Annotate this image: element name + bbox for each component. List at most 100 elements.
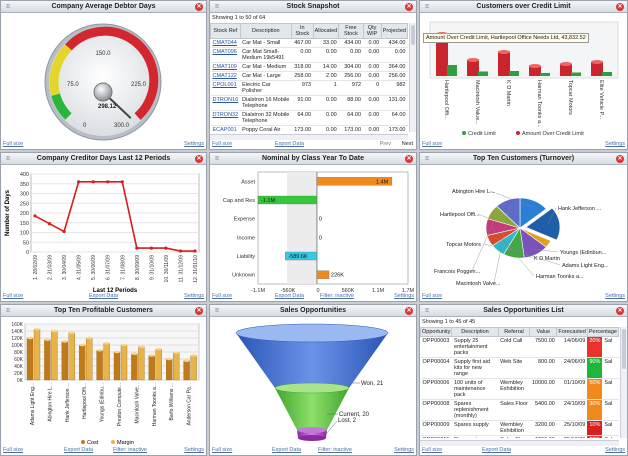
drag-icon[interactable]: ⁝⁝	[425, 308, 429, 314]
stock-ref-link[interactable]: CPOL001	[210, 80, 241, 96]
close-icon[interactable]: ✕	[405, 155, 413, 163]
cost-bar[interactable]	[113, 351, 121, 381]
data-point[interactable]	[47, 222, 52, 226]
settings-link[interactable]: Settings	[394, 293, 414, 299]
data-point[interactable]	[91, 180, 95, 184]
margin-bar[interactable]	[155, 349, 162, 381]
table-row[interactable]: CMAT096 Car Mat Small-Medium 19k5491 0.00 0…	[210, 47, 408, 63]
margin-bar[interactable]	[190, 355, 197, 381]
stock-ref-link[interactable]: CMAT096	[210, 47, 241, 63]
stock-column-header[interactable]: Free Stock	[338, 23, 364, 39]
data-point[interactable]	[106, 180, 110, 184]
full-size-link[interactable]: Full size	[3, 447, 24, 453]
margin-bar[interactable]	[86, 337, 93, 381]
drag-icon[interactable]: ⁝⁝	[6, 4, 10, 10]
funnel-current[interactable]	[275, 388, 349, 430]
stock-ref-link[interactable]: CMAT109	[210, 62, 241, 72]
filter-status[interactable]: Filter: inactive	[320, 293, 354, 299]
data-point[interactable]	[164, 246, 168, 250]
stock-column-header[interactable]: Stock Ref	[210, 23, 241, 39]
full-size-link[interactable]: Full size	[212, 447, 233, 453]
data-point[interactable]	[120, 180, 124, 184]
settings-link[interactable]: Settings	[184, 141, 204, 147]
settings-link[interactable]: Settings	[605, 447, 625, 453]
margin-bar[interactable]	[51, 330, 58, 381]
credit-over-bar[interactable]	[467, 60, 479, 76]
stock-ref-link[interactable]: CMAT122	[210, 71, 241, 81]
cost-bar[interactable]	[131, 353, 138, 381]
export-data-link[interactable]: Export Data	[272, 447, 302, 453]
credit-limit-bar[interactable]	[509, 71, 519, 76]
nominal-bar[interactable]	[316, 270, 330, 279]
close-icon[interactable]: ✕	[195, 155, 203, 163]
drag-icon[interactable]: ⁝⁝	[425, 156, 429, 162]
stock-scrollbar[interactable]	[409, 23, 416, 132]
full-size-link[interactable]: Full size	[422, 447, 443, 453]
export-data-link[interactable]: Export Data	[89, 293, 119, 299]
full-size-link[interactable]: Full size	[422, 141, 443, 147]
table-row[interactable]: OPP00006 100 units of maintenance pack Wem…	[420, 378, 619, 400]
nominal-bar[interactable]	[285, 251, 318, 261]
full-size-link[interactable]: Full size	[422, 293, 443, 299]
credit-over-bar[interactable]	[560, 64, 572, 76]
margin-bar[interactable]	[103, 343, 110, 381]
margin-bar[interactable]	[173, 352, 180, 381]
cost-bar[interactable]	[183, 360, 190, 381]
margin-bar[interactable]	[138, 346, 145, 381]
cost-bar[interactable]	[26, 337, 34, 381]
cost-bar[interactable]	[148, 355, 155, 381]
drag-icon[interactable]: ⁝⁝	[6, 308, 10, 314]
table-row[interactable]: OPP00003 Supply 25 entertainment packs Col…	[420, 336, 619, 358]
export-data-link[interactable]: Export Data	[64, 447, 94, 453]
drag-icon[interactable]: ⁝⁝	[215, 308, 219, 314]
credit-over-bar[interactable]	[529, 66, 541, 76]
margin-bar[interactable]	[68, 332, 75, 381]
data-point[interactable]	[33, 214, 37, 218]
pie-slice[interactable]	[525, 207, 561, 241]
data-point[interactable]	[77, 180, 81, 184]
close-icon[interactable]: ✕	[195, 307, 203, 315]
drag-icon[interactable]: ⁝⁝	[215, 156, 219, 162]
prev-button[interactable]: Prev	[379, 141, 391, 147]
settings-link[interactable]: Settings	[605, 293, 625, 299]
close-icon[interactable]: ✕	[616, 307, 624, 315]
close-icon[interactable]: ✕	[616, 155, 624, 163]
filter-status[interactable]: Filter: inactive	[318, 447, 352, 453]
credit-limit-bar[interactable]	[478, 71, 488, 77]
data-point[interactable]	[193, 249, 197, 253]
settings-link[interactable]: Settings	[605, 141, 625, 147]
full-size-link[interactable]: Full size	[212, 141, 233, 147]
opps-hscrollbar[interactable]	[420, 440, 619, 446]
cost-bar[interactable]	[96, 350, 103, 381]
nominal-bar[interactable]	[257, 195, 318, 205]
settings-link[interactable]: Settings	[394, 447, 414, 453]
full-size-link[interactable]: Full size	[3, 293, 24, 299]
drag-icon[interactable]: ⁝⁝	[215, 4, 219, 10]
export-data-link[interactable]: Export Data	[482, 447, 512, 453]
margin-bar[interactable]	[120, 344, 128, 381]
data-point[interactable]	[62, 229, 66, 234]
credit-over-bar[interactable]	[436, 34, 448, 76]
opps-column-header[interactable]: Referral	[497, 327, 531, 337]
drag-icon[interactable]: ⁝⁝	[425, 4, 429, 10]
nominal-bar[interactable]	[316, 177, 393, 186]
funnel-won[interactable]	[236, 333, 388, 388]
cost-bar[interactable]	[79, 344, 86, 381]
table-row[interactable]: DTRON32 Dialstron 32 Mobile Telephone 64.0…	[210, 110, 408, 126]
stock-hscrollbar[interactable]	[210, 134, 408, 140]
data-point[interactable]	[178, 249, 183, 253]
opps-column-header[interactable]: Description	[451, 327, 499, 337]
credit-limit-bar[interactable]	[447, 65, 457, 76]
stock-ref-link[interactable]: DTRON32	[210, 110, 241, 126]
opps-column-header[interactable]: Opportunity	[420, 327, 453, 337]
cost-bar[interactable]	[166, 358, 173, 381]
opps-column-header[interactable]: Value	[529, 327, 558, 337]
cost-bar[interactable]	[44, 339, 51, 381]
table-row[interactable]: CMAT109 Car Mat - Medium 318.00 14.00 304.00…	[210, 62, 408, 72]
stock-ref-link[interactable]: CMAT044	[210, 38, 241, 48]
settings-link[interactable]: Settings	[184, 447, 204, 453]
full-size-link[interactable]: Full size	[3, 141, 24, 147]
close-icon[interactable]: ✕	[405, 307, 413, 315]
data-point[interactable]	[149, 246, 153, 250]
